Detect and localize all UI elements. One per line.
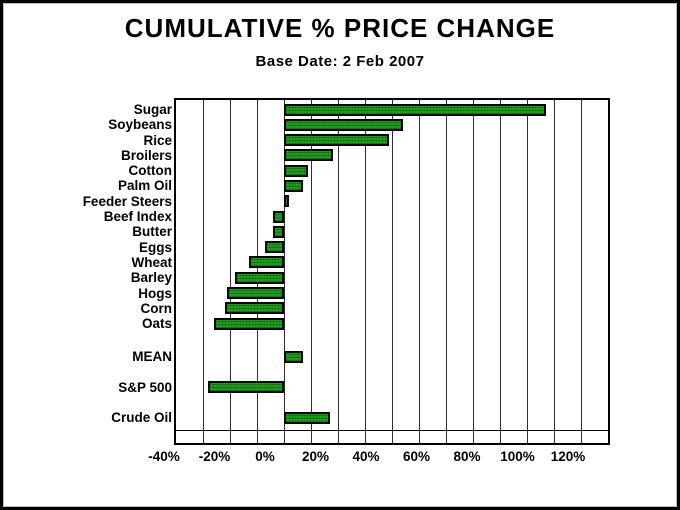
chart-row: Cotton xyxy=(129,163,608,178)
bar xyxy=(273,210,284,223)
gridline xyxy=(257,100,258,443)
category-label: Rice xyxy=(143,132,172,148)
bar xyxy=(284,179,303,192)
category-label: MEAN xyxy=(132,349,172,365)
category-label: Hogs xyxy=(138,285,172,301)
x-tick-label: 60% xyxy=(402,449,431,464)
chart-title: CUMULATIVE % PRICE CHANGE xyxy=(124,13,556,43)
category-label: Beef Index xyxy=(103,209,172,225)
category-label: Corn xyxy=(140,300,173,316)
chart-row: Sugar xyxy=(134,102,608,117)
x-tick-label: 20% xyxy=(301,449,330,464)
category-label: Wheat xyxy=(131,254,173,270)
bar xyxy=(213,317,284,330)
bar xyxy=(224,302,284,315)
bar xyxy=(284,411,330,424)
chart-row: Beef Index xyxy=(104,209,608,224)
gridline xyxy=(338,100,339,443)
category-label: Sugar xyxy=(133,102,172,117)
x-tick-label: 0% xyxy=(255,449,275,464)
category-label: Oats xyxy=(141,316,172,332)
chart-row: Soybeans xyxy=(108,117,608,132)
gridline xyxy=(473,100,474,443)
chart-row: Corn xyxy=(141,301,608,316)
chart-row: Feeder Steers xyxy=(83,194,608,209)
category-label: Butter xyxy=(132,224,172,240)
chart-subtitle: Base Date: 2 Feb 2007 xyxy=(255,53,425,70)
gridline xyxy=(392,100,393,443)
chart-row: Hogs xyxy=(138,286,608,301)
x-axis-tick-labels: -40% -20% 0% 20% 40% 60% 80% 100% 120% xyxy=(0,449,680,465)
category-label: Crude Oil xyxy=(111,410,172,426)
bar xyxy=(273,225,284,238)
category-label: Soybeans xyxy=(108,117,172,133)
chart-row: Barley xyxy=(131,270,608,285)
bar xyxy=(284,195,289,208)
chart-row: Broilers xyxy=(121,148,608,163)
gridline xyxy=(527,100,528,443)
category-label: Palm Oil xyxy=(117,178,172,194)
bar xyxy=(284,350,303,363)
chart-row: Rice xyxy=(143,133,608,148)
gridline xyxy=(500,100,501,443)
chart-row: MEAN xyxy=(132,349,608,364)
gridline xyxy=(311,100,312,443)
bar xyxy=(248,256,284,269)
category-label: Cotton xyxy=(128,163,172,179)
bar xyxy=(284,149,333,162)
category-label: Barley xyxy=(130,270,172,286)
chart-row: Oats xyxy=(142,316,608,331)
x-tick-label: -20% xyxy=(198,449,231,464)
x-tick-label: 40% xyxy=(352,449,380,464)
gridline xyxy=(203,100,204,443)
category-label: Eggs xyxy=(138,239,172,255)
bar xyxy=(284,164,309,177)
chart-row: Wheat xyxy=(132,255,608,270)
chart-row: S&P 500 xyxy=(118,380,608,395)
bar-rows-container: Sugar Soybeans Rice Broilers Cotton Palm Oil F… xyxy=(83,100,608,443)
x-tick-label: 80% xyxy=(453,449,481,464)
bar xyxy=(235,271,284,284)
category-label: Broilers xyxy=(120,147,172,163)
bar xyxy=(208,381,284,394)
category-label: S&P 500 xyxy=(118,379,172,395)
x-tick-label: -40% xyxy=(148,449,180,464)
gridline xyxy=(446,100,447,443)
x-tick-label: 100% xyxy=(500,449,535,464)
bar xyxy=(284,118,403,131)
gridline xyxy=(554,100,555,443)
chart-row: Butter xyxy=(132,224,608,239)
gridline xyxy=(230,100,231,443)
bar xyxy=(284,134,390,147)
plot-area: Sugar Soybeans Rice Broilers Cotton Palm Oil F… xyxy=(83,98,610,445)
gridline xyxy=(365,100,366,443)
gridline xyxy=(419,100,420,443)
zero-gridline xyxy=(284,100,285,443)
chart-row: Crude Oil xyxy=(111,410,608,425)
category-label: Feeder Steers xyxy=(82,193,172,209)
bar xyxy=(265,241,284,254)
gridline xyxy=(581,100,582,443)
chart-row: Palm Oil xyxy=(118,178,608,193)
x-tick-label: 120% xyxy=(550,449,586,464)
bar xyxy=(284,103,546,116)
chart-row: Eggs xyxy=(139,240,608,255)
bar xyxy=(227,287,284,300)
